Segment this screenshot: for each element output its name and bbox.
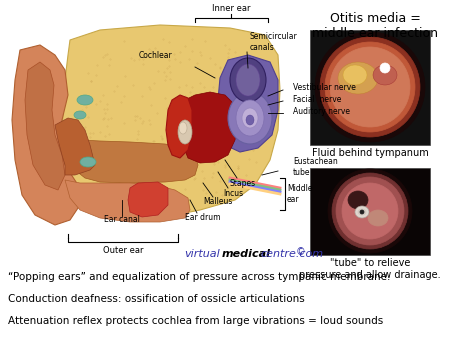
Ellipse shape — [320, 37, 420, 137]
Ellipse shape — [373, 65, 397, 85]
Polygon shape — [25, 62, 65, 190]
Ellipse shape — [236, 64, 260, 96]
Text: Cochlear: Cochlear — [138, 50, 172, 59]
Text: ©: © — [296, 247, 306, 257]
Ellipse shape — [330, 47, 410, 127]
Ellipse shape — [178, 120, 192, 144]
Text: Attenuation reflex protects cochlea from large vibrations = loud sounds: Attenuation reflex protects cochlea from… — [8, 316, 383, 326]
Polygon shape — [62, 25, 280, 218]
Polygon shape — [166, 95, 192, 158]
Ellipse shape — [368, 210, 388, 226]
Text: Outer ear: Outer ear — [103, 246, 143, 255]
Ellipse shape — [360, 210, 364, 214]
Ellipse shape — [315, 32, 425, 142]
Ellipse shape — [338, 62, 378, 94]
Text: Facial  nerve: Facial nerve — [293, 95, 342, 103]
Text: virtual: virtual — [184, 249, 220, 259]
Text: Incus: Incus — [223, 189, 243, 197]
Text: Ear drum: Ear drum — [185, 214, 221, 222]
Text: Fluid behind tympanum: Fluid behind tympanum — [311, 148, 428, 158]
Text: medical: medical — [222, 249, 271, 259]
Text: Malleus: Malleus — [203, 197, 233, 207]
Text: "tube" to relieve
pressure and allow drainage.: "tube" to relieve pressure and allow dra… — [299, 258, 441, 280]
Ellipse shape — [77, 95, 93, 105]
Polygon shape — [128, 182, 168, 217]
Text: Semicircular
canals: Semicircular canals — [250, 32, 298, 52]
Text: Middle
ear: Middle ear — [287, 184, 312, 204]
Text: Otitis media =
middle ear infection: Otitis media = middle ear infection — [312, 12, 438, 40]
Polygon shape — [184, 92, 238, 163]
Text: Ear canal: Ear canal — [104, 216, 140, 224]
Text: “Popping ears” and equalization of pressure across tympanic membrane.: “Popping ears” and equalization of press… — [8, 272, 391, 282]
Ellipse shape — [80, 157, 96, 167]
Ellipse shape — [348, 191, 368, 209]
Text: Eustachean
tube: Eustachean tube — [293, 157, 338, 177]
Ellipse shape — [342, 183, 398, 239]
Ellipse shape — [230, 58, 266, 102]
Polygon shape — [68, 140, 198, 183]
Ellipse shape — [343, 65, 367, 85]
Polygon shape — [65, 180, 190, 222]
Ellipse shape — [74, 111, 86, 119]
Text: Inner ear: Inner ear — [212, 4, 250, 13]
Ellipse shape — [236, 100, 264, 136]
Ellipse shape — [242, 108, 258, 128]
Ellipse shape — [246, 115, 254, 125]
Bar — [310, 168, 430, 255]
Ellipse shape — [328, 169, 412, 253]
Ellipse shape — [355, 206, 369, 218]
Ellipse shape — [332, 173, 408, 249]
Text: Conduction deafness: ossification of ossicle articulations: Conduction deafness: ossification of oss… — [8, 294, 305, 304]
Ellipse shape — [325, 42, 415, 132]
Text: Auditory nerve: Auditory nerve — [293, 106, 350, 116]
Text: Stapes: Stapes — [230, 178, 256, 188]
Ellipse shape — [358, 209, 366, 215]
Text: centre.com: centre.com — [260, 249, 323, 259]
Ellipse shape — [228, 92, 272, 144]
Bar — [310, 30, 430, 145]
Text: Vestibular nerve: Vestibular nerve — [293, 82, 356, 92]
Polygon shape — [55, 118, 95, 175]
Ellipse shape — [179, 122, 187, 134]
Polygon shape — [12, 45, 80, 225]
Ellipse shape — [336, 177, 404, 245]
Ellipse shape — [380, 63, 390, 73]
Polygon shape — [218, 55, 278, 152]
